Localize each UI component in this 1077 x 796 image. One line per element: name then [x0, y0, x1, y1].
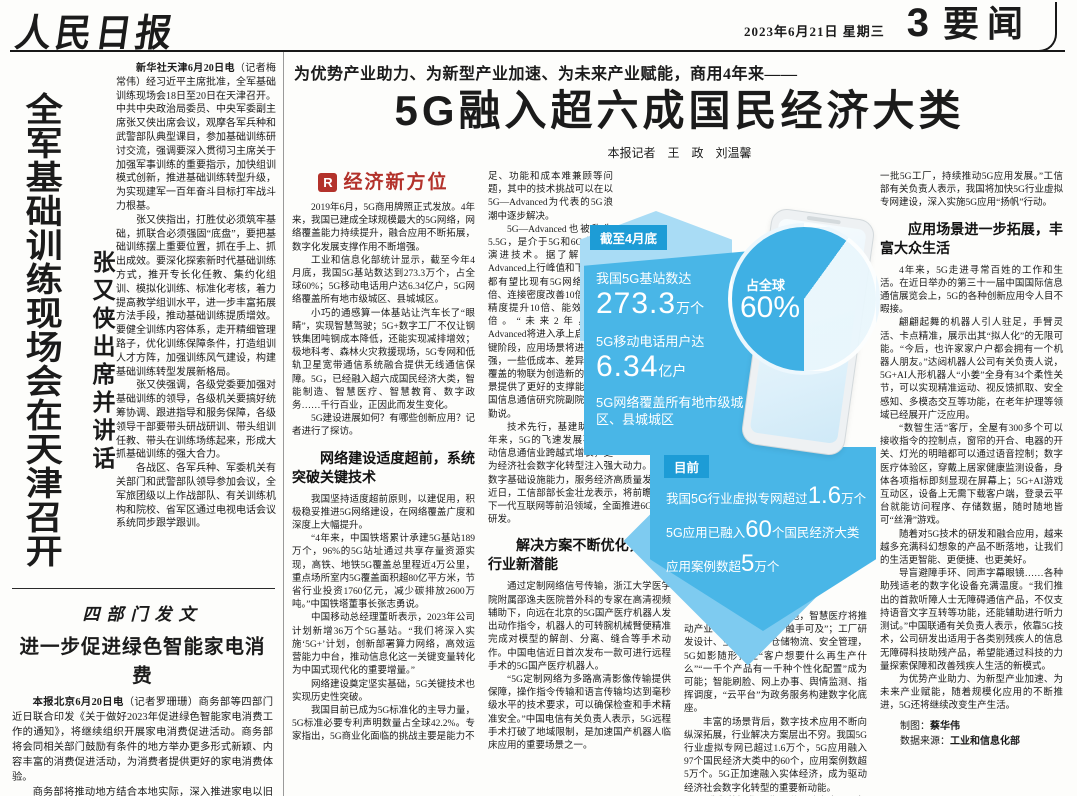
page-header: 人民日报 2023年6月21日 星期三 3 要闻 [10, 0, 1065, 54]
section-name: 要闻 [942, 4, 1031, 44]
stat-prefix: 5G应用已融入 [666, 526, 746, 540]
paragraph: 为优势产业助力、为新型产业加速、为未来产业赋能，随着规模化应用的不断推进，5G还… [880, 674, 1063, 712]
people-daily-logo-icon: R [318, 173, 338, 192]
paragraph: 张又侠指出，打胜仗必须筑牢基础，抓联合必须强固“底盘”，要把基础训练摆上重要位置… [116, 214, 276, 378]
current-tag: 目前 [664, 455, 710, 478]
paragraph: 导盲避障手环、同声字幕眼镜……各种助残适老的数字化设备充满温度。“我们推出的首款… [880, 569, 1063, 672]
stat-value: 1.6 [807, 482, 842, 509]
vertical-subtitle: 张又侠出席并讲话 [89, 250, 114, 474]
paragraph: 足、功能和成本难兼顾等问题，其中的技术挑战可以在以5G—Advanced为代表的… [488, 172, 613, 222]
paragraph-text: （记者梅常伟）经习近平主席批准，全军基础训练现场会18日至20日在天津召开。中共… [116, 63, 277, 212]
article-body: 本报北京6月20日电（记者罗珊珊）商务部等四部门近日联合印发《关于做好2023年… [12, 695, 273, 796]
dateline: 新华社天津6月20日电 [136, 63, 235, 74]
paragraph: 我国目前已成为5G标准化的主导力量，5G标准必要专利声明数量占全球42.2%。专… [292, 705, 475, 743]
paragraph: 张又侠强调，各级党委要加强对基础训练的领导，各级机关要搞好统筹协调、跟进指导和服… [116, 380, 276, 461]
bottom-left-article: 四部门发文 进一步促进绿色智能家电消费 本报北京6月20日电（记者罗珊珊）商务部… [12, 600, 273, 796]
paragraph: 商务部将推动地方结合本地实际，深入推进家电以旧换新和绿色智能家电下乡。当前，家电… [32, 787, 273, 796]
column-1: R 经济新方位 2019年6月，5G商用牌照正式发放。4年来，我国已建成全球规模… [292, 171, 475, 796]
stat-line: 应用案例数超5万个 [666, 551, 874, 580]
stat-label: 5G移动电话用户达 [596, 334, 705, 349]
column-4: 一批5G工厂，持续推动5G应用发展。”工信部有关负责人表示，我国将加快5G行业虚… [880, 171, 1063, 796]
timeframe-tag: 截至4月底 [590, 225, 667, 250]
paragraph: 技术先行，基建助力。4年来，5G的飞速发展不仅推动信息通信业跨越式增长，更为经济… [488, 422, 671, 526]
section-badge-label: 经济新方位 [343, 171, 449, 193]
paragraph: 各战区、各军兵种、军委机关有关部门和武警部队领导参加会议，全军旅团级以上作战部队… [116, 463, 276, 530]
page-number-group: 3 要闻 [907, 0, 1031, 47]
article-headline: 5G融入超六成国民经济大类 [394, 87, 965, 134]
publication-date: 2023年6月21日 星期三 [743, 24, 885, 39]
article-divider-rule [12, 588, 275, 589]
article-kicker: 为优势产业助力、为新型产业加速、为未来产业赋能，商用4年来—— [294, 66, 798, 83]
stat-value: 6.34 [596, 350, 659, 383]
stat-unit: 万个 [676, 300, 705, 316]
stat-prefix: 应用案例数超 [666, 560, 742, 574]
5g-infographic: 截至4月底 占全球 60% 我国5G基站数达 273.3万个 5G移动电话用户达… [580, 206, 905, 666]
stat-unit: 个国民经济大类 [771, 526, 860, 540]
article-byline: 本报记者 王 政 刘温馨 [607, 146, 752, 160]
left-column-section: 全军基础训练现场会在天津召开 张又侠出席并讲话 新华社天津6月20日电（记者梅常… [10, 52, 284, 796]
paragraph: 工业和信息化部统计显示，截至今年4月底，我国5G基站数达到273.3万个，占全球… [292, 255, 475, 306]
stat-line: 5G应用已融入60个国民经济大类 [666, 517, 874, 546]
stat-unit: 亿户 [658, 363, 687, 379]
pie-chart [728, 223, 880, 375]
article-headline: 进一步促进绿色智能家电消费 [19, 637, 266, 687]
left-article-body: 新华社天津6月20日电（记者梅常伟）经习近平主席批准，全军基础训练现场会18日至… [116, 62, 276, 531]
paragraph: 5G—Advanced也被称为5.5G，是介于5G和6G之间的演进技术。据了解，… [488, 224, 613, 420]
paragraph: 一批5G工厂，持续推动5G应用发展。”工信部有关负责人表示，我国将加快5G行业虚… [880, 172, 1063, 209]
stat-value-row: 6.34亿户 [596, 350, 791, 389]
paragraph: 通过定制网络信号传输，浙江大学医学院附属邵逸夫医院普外科的专家在高清视频辅助下，… [488, 582, 671, 672]
subheading: 应用场景进一步拓展，丰富大众生活 [880, 220, 1063, 256]
stat-label: 我国5G基站数达 [596, 271, 692, 286]
subheading: 网络建设适度超前，系统突破关键技术 [292, 449, 475, 485]
paragraph: 网络建设奠定坚实基础，5G关键技术也实现历史性突破。 [292, 679, 475, 703]
paragraph: 2019年6月，5G商用牌照正式发放。4年来，我国已建成全球规模最大的5G网络，… [292, 203, 475, 253]
paragraph: “4年来，中国铁塔累计承建5G基站189万个，96%的5G站址通过共享存量资源实… [292, 534, 475, 611]
stat-value: 60 [745, 516, 772, 543]
paragraph: 5G建设进展如何？有哪些创新应用？记者进行了探访。 [292, 414, 475, 438]
column-2: 足、功能和成本难兼顾等问题，其中的技术挑战可以在以5G—Advanced为代表的… [488, 171, 671, 796]
paragraph: 小巧的通感算一体基站让汽车长了“眼睛”，实现智慧驾驶；5G+数字工厂不仅让钢铁集… [292, 308, 475, 412]
page-number: 3 [906, 1, 929, 45]
credit-label: 制图： [900, 720, 930, 732]
stat-value: 273.3 [596, 287, 677, 320]
article-kicker: 四部门发文 [82, 605, 203, 624]
header-corner-bracket [1033, 2, 1057, 52]
credits: 制图：蔡华伟 数据来源：工业和信息化部 [880, 719, 1063, 749]
top-stats-block: 我国5G基站数达 273.3万个 5G移动电话用户达 6.34亿户 5G网络覆盖… [596, 263, 791, 428]
article-columns: R 经济新方位 2019年6月，5G商用牌照正式发放。4年来，我国已建成全球规模… [292, 171, 1067, 796]
paragraph: 新华社天津6月20日电（记者梅常伟）经习近平主席批准，全军基础训练现场会18日至… [116, 62, 276, 214]
paragraph: 丰富的场景背后，数字技术应用不断向纵深拓展，行业解决方案层出不穷。我国5G行业虚… [684, 717, 867, 794]
paragraph: “5G定制网络为多路高清影像传输提供保障，操作指令传输和语言传输均达到毫秒级水平… [488, 674, 671, 751]
graphic-credit: 制图：蔡华伟 [900, 719, 1063, 734]
stat-line: 我国5G行业虚拟专网超过1.6万个 [666, 483, 874, 512]
pie-chart-value: 60% [740, 291, 801, 324]
bottom-stats-block: 我国5G行业虚拟专网超过1.6万个 5G应用已融入60个国民经济大类 应用案例数… [666, 483, 874, 585]
main-article: 为优势产业助力、为新型产业加速、为未来产业赋能，商用4年来—— 5G融入超六成国… [292, 52, 1067, 796]
paragraph: 中国移动总经理董昕表示，2023年公司计划新增36万个5G基站。“我们将深入实施… [292, 613, 475, 677]
data-source-credit: 数据来源：工业和信息化部 [900, 734, 1063, 749]
section-badge: R 经济新方位 [292, 173, 475, 192]
paragraph: 我国坚持适度超前原则，以建促用，积极稳妥推进5G网络建设，在网络覆盖广度和深度上… [292, 494, 475, 532]
stat-value-row: 273.3万个 [596, 287, 791, 326]
newspaper-masthead: 人民日报 [12, 12, 179, 55]
paragraph: 翩翩起舞的机器人引人驻足，手臂灵活、卡点精准，展示出其“拟人化”的无限可能。“今… [880, 318, 1063, 421]
credit-name: 工业和信息化部 [950, 735, 1020, 747]
credit-label: 数据来源： [900, 735, 950, 747]
paragraph: 4年来，5G走进寻常百姓的工作和生活。在近日举办的第三十一届中国国际信息通信展览… [880, 265, 1063, 316]
header-right: 2023年6月21日 星期三 3 要闻 [744, 0, 1031, 47]
credit-name: 蔡华伟 [930, 720, 960, 732]
stat-unit: 万个 [841, 492, 867, 506]
paragraph: “数智生活”客厅，全屋有300多个可以接收指令的控制点，窗帘的开合、电器的开关、… [880, 424, 1063, 527]
paragraph: 本报北京6月20日电（记者罗珊珊）商务部等四部门近日联合印发《关于做好2023年… [12, 695, 273, 785]
stat-unit: 万个 [754, 560, 780, 574]
stat-label: 5G网络覆盖所有地市级城区、县城城区 [596, 395, 744, 427]
pie-chart-label: 占全球 [746, 278, 786, 293]
dateline: 本报北京6月20日电 [32, 697, 124, 708]
vertical-headline: 全军基础训练现场会在天津召开 [20, 92, 63, 568]
stat-prefix: 我国5G行业虚拟专网超过 [666, 492, 808, 506]
paragraph-text: （记者罗珊珊）商务部等四部门近日联合印发《关于做好2023年促进绿色智能家电消费… [12, 697, 273, 783]
stat-value: 5 [741, 550, 755, 577]
paragraph: 随着对5G技术的研发和融合应用，越来越多充满科幻想象的产品不断落地，让我们的生活… [880, 529, 1063, 567]
